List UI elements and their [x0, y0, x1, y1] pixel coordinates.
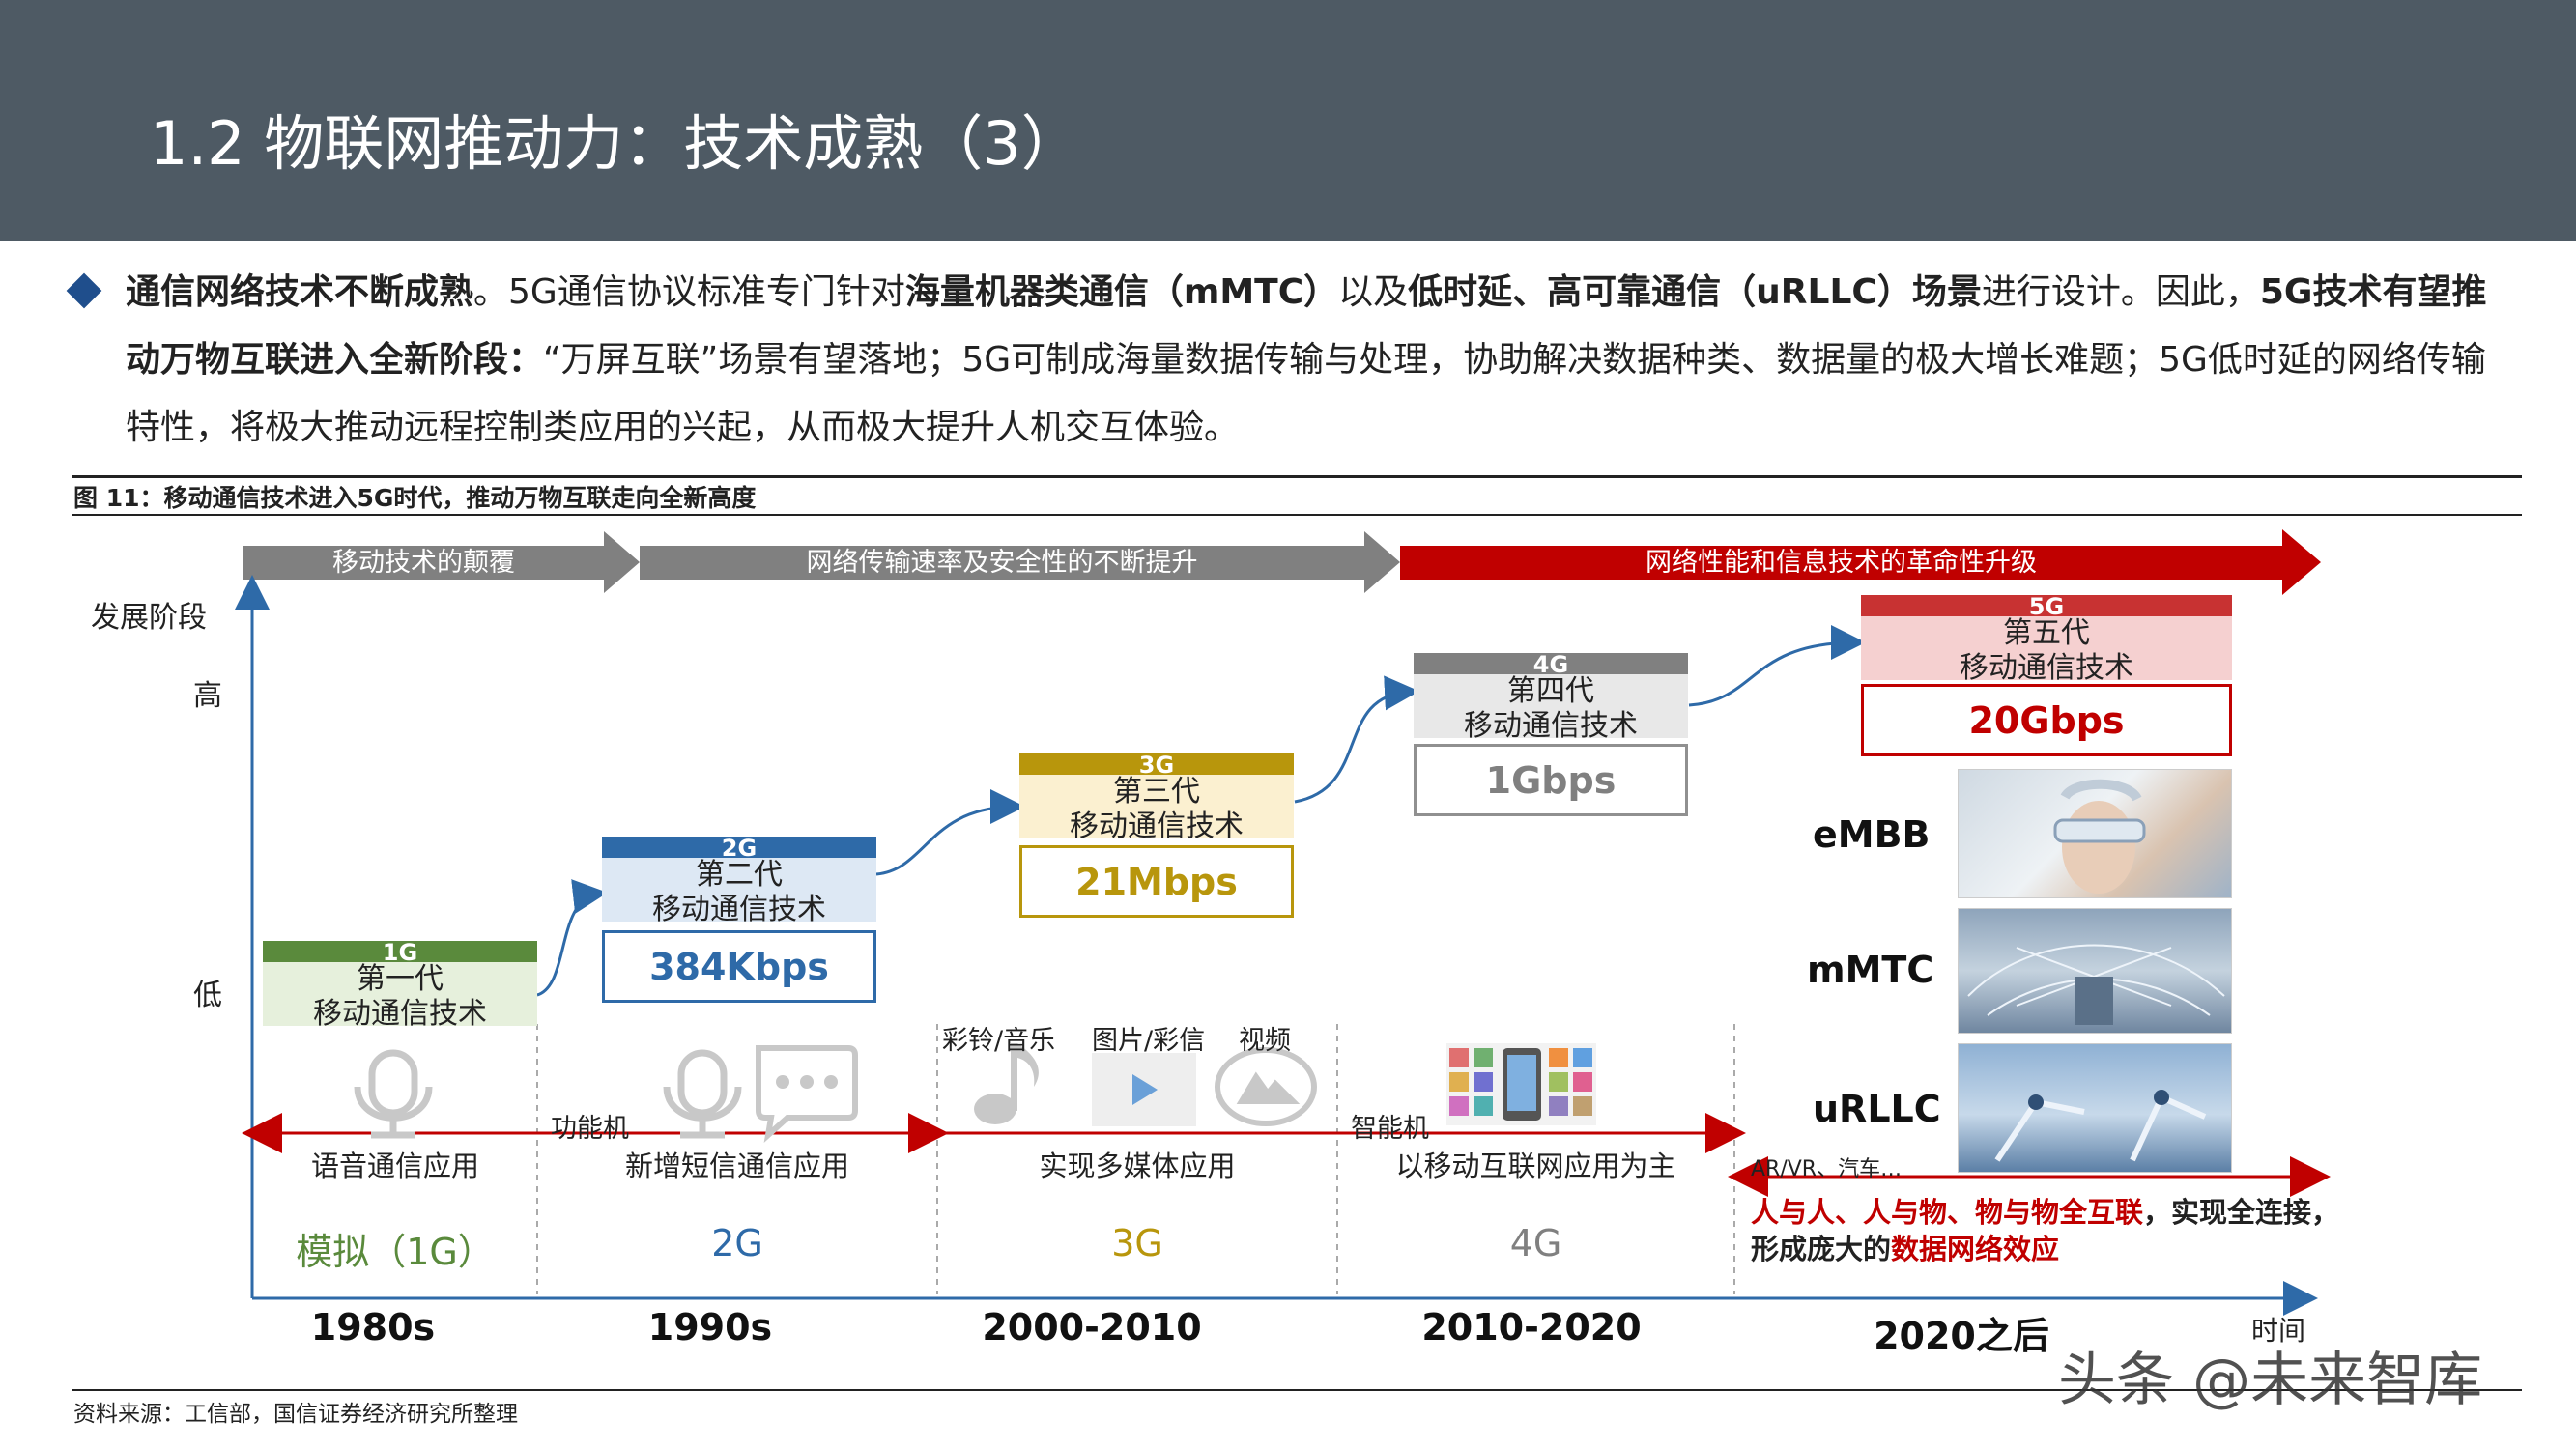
intro-text-8: “万屏互联”场景有望落地；5G可制成海量数据传输与处理，协助解决数据种类、数据量… — [126, 340, 2486, 447]
banner-arrow-2 — [640, 531, 1400, 593]
intro-bold-1: 通信网络技术不断成熟 — [126, 272, 474, 312]
intro-bold-3: 海量机器类通信（mMTC） — [904, 272, 1339, 312]
gen-box-5g: 第五代 移动通信技术 — [1861, 616, 2232, 685]
app-label-4g: 以移动互联网应用为主 — [1395, 1150, 1676, 1182]
smartphone-apps-icon — [1446, 1043, 1596, 1125]
speed-2g: 384Kbps — [602, 930, 876, 1003]
intro-text-2: 。5G通信协议标准专门针对 — [473, 272, 905, 312]
connector-1g-2g — [536, 879, 608, 997]
gen-tag-4g: 4G — [1414, 653, 1688, 676]
scenario-embb-label: eMBB — [1813, 813, 1931, 856]
gen-box-3g: 第三代 移动通信技术 — [1019, 775, 1294, 843]
speed-4g: 1Gbps — [1414, 744, 1688, 816]
gen-2g-line1: 第二代 — [696, 858, 783, 892]
note-5g-text: ，实现全连接，形成庞大的 — [1751, 1196, 2340, 1265]
microphone-icon — [354, 1049, 433, 1139]
era-label-4g: 4G — [1509, 1222, 1562, 1264]
music-note-icon — [974, 1043, 1039, 1124]
note-5g-highlight-1: 人与人、人与物、物与物全互联 — [1751, 1196, 2144, 1229]
x-axis-title: 时间 — [2251, 1315, 2306, 1347]
urllc-smart-factory-image — [1958, 1043, 2232, 1173]
scenario-mmtc-label: mMTC — [1807, 949, 1934, 991]
gen-5g-line1: 第五代 — [2003, 616, 2090, 650]
label-video: 视频 — [1239, 1026, 1291, 1056]
figure-bottom-rule — [72, 1389, 2522, 1391]
banner-label-1: 移动技术的颠覆 — [332, 548, 515, 578]
gen-4g-line1: 第四代 — [1507, 674, 1594, 708]
city-network-icon — [1967, 944, 2225, 1025]
decade-2020-after: 2020之后 — [1874, 1315, 2049, 1357]
video-image-icon — [1215, 1047, 1317, 1126]
gen-5g-line2: 移动通信技术 — [1960, 651, 2133, 685]
intro-text-4: 以及 — [1338, 272, 1409, 312]
gen-tag-3g: 3G — [1019, 753, 1294, 777]
label-arvr: AR/VR、汽车… — [1751, 1157, 1903, 1181]
banner-arrow-1 — [243, 531, 640, 593]
figure-label: 图 11：移动通信技术进入5G时代，推动万物互联走向全新高度 — [73, 484, 757, 512]
era-separators — [536, 1024, 1735, 1294]
gen-box-2g: 第二代 移动通信技术 — [602, 858, 876, 926]
label-ringtone: 彩铃/音乐 — [942, 1026, 1056, 1056]
banner-arrow-3 — [1400, 529, 2321, 595]
app-label-2g: 新增短信通信应用 — [624, 1150, 849, 1182]
speed-3g: 21Mbps — [1019, 845, 1294, 918]
y-axis-high: 高 — [193, 679, 222, 713]
gen-box-1g: 第一代 移动通信技术 — [263, 962, 537, 1031]
gen-1g-line2: 移动通信技术 — [313, 997, 487, 1031]
speed-5g: 20Gbps — [1861, 684, 2232, 756]
gen-tag-2g: 2G — [602, 837, 876, 860]
microphone-icon-2g — [663, 1049, 742, 1139]
page-title: 1.2 物联网推动力：技术成熟（3） — [150, 108, 1081, 179]
intro-bold-7: 5G技术有望推动万物互联进入全新阶段： — [126, 272, 2487, 380]
banner-label-3: 网络性能和信息技术的革命性升级 — [1646, 548, 2037, 578]
era-label-2g: 2G — [711, 1222, 763, 1264]
label-feature-phone: 功能机 — [551, 1114, 629, 1144]
embb-vr-headset-image — [1958, 769, 2232, 898]
watermark: 头条 @未来智库 — [2058, 1347, 2483, 1414]
note-5g-highlight-2: 数据网络效应 — [1891, 1233, 2060, 1265]
connector-4g-5g — [1688, 625, 1866, 707]
y-axis-title: 发展阶段 — [91, 601, 207, 635]
gen-2g-line2: 移动通信技术 — [652, 893, 826, 926]
connector-3g-4g — [1294, 675, 1419, 804]
chat-bubble-icon — [756, 1045, 858, 1143]
y-axis-low: 低 — [193, 979, 222, 1012]
intro-paragraph: 通信网络技术不断成熟。5G通信协议标准专门针对海量机器类通信（mMTC）以及低时… — [126, 259, 2512, 462]
gen-1g-line1: 第一代 — [357, 962, 444, 996]
vr-headset-icon — [2053, 779, 2146, 894]
label-smartphone: 智能机 — [1351, 1114, 1429, 1144]
figure-label-rule — [72, 514, 2522, 516]
gen-tag-1g: 1G — [263, 941, 537, 964]
gen-4g-line2: 移动通信技术 — [1464, 709, 1638, 743]
play-icon — [1092, 1053, 1196, 1126]
note-5g: 人与人、人与物、物与物全互联，实现全连接，形成庞大的数据网络效应 — [1751, 1194, 2350, 1267]
scenario-urllc-label: uRLLC — [1813, 1088, 1941, 1130]
gen-tag-5g: 5G — [1861, 595, 2232, 618]
decade-2000-2010: 2000-2010 — [982, 1306, 1202, 1349]
decade-1980s: 1980s — [310, 1306, 436, 1349]
connector-2g-3g — [875, 789, 1025, 876]
app-label-3g: 实现多媒体应用 — [1039, 1150, 1236, 1182]
intro-bold-5: 低时延、高可靠通信（uRLLC）场景 — [1408, 272, 1982, 312]
app-label-1g: 语音通信应用 — [310, 1150, 479, 1182]
figure-top-rule — [72, 475, 2522, 478]
gen-3g-line1: 第三代 — [1113, 775, 1200, 809]
decade-1990s: 1990s — [647, 1306, 773, 1349]
decade-2010-2020: 2010-2020 — [1421, 1306, 1642, 1349]
era-label-1g: 模拟（1G） — [296, 1231, 495, 1273]
era-label-3g: 3G — [1111, 1222, 1163, 1264]
source-note: 资料来源：工信部，国信证券经济研究所整理 — [73, 1402, 518, 1427]
gen-3g-line2: 移动通信技术 — [1070, 810, 1244, 843]
header-bar — [0, 0, 2576, 242]
gen-box-4g: 第四代 移动通信技术 — [1414, 674, 1688, 743]
mmtc-city-network-image — [1958, 908, 2232, 1034]
banner-label-2: 网络传输速率及安全性的不断提升 — [806, 548, 1198, 578]
label-image-mms: 图片/彩信 — [1092, 1026, 1206, 1056]
intro-text-6: 进行设计。因此， — [1981, 272, 2260, 312]
robot-arm-icon — [1994, 1090, 2207, 1162]
